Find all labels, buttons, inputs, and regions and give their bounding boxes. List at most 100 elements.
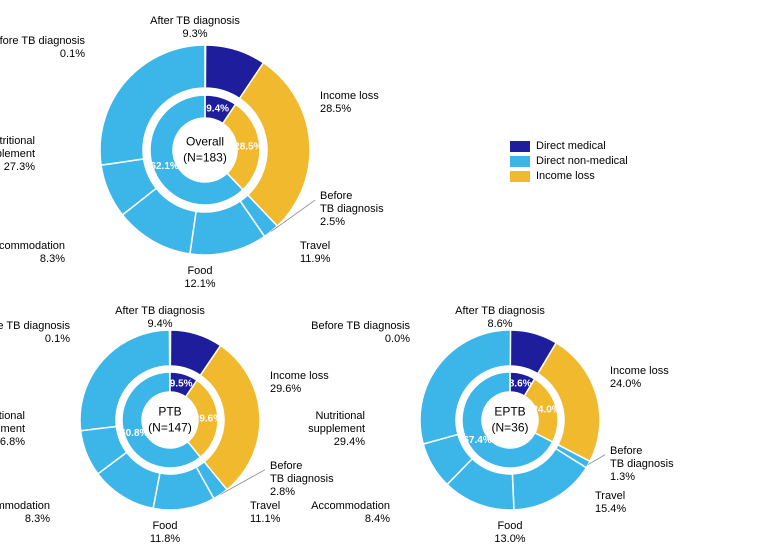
label-line: Before xyxy=(610,445,674,458)
label-pct: 24.0% xyxy=(610,378,669,391)
outer-label-ptb-1: After TB diagnosis9.4% xyxy=(115,305,205,331)
label-pct: 13.0% xyxy=(494,533,525,546)
legend-swatch xyxy=(510,141,530,152)
inner-pct-label: 9.5% xyxy=(170,379,193,390)
outer-label-overall-0: Before TB diagnosis0.1% xyxy=(0,35,85,61)
label-pct: 8.3% xyxy=(0,253,65,266)
legend-label: Direct non-medical xyxy=(536,155,628,167)
label-pct: 11.1% xyxy=(250,513,280,526)
label-pct: 15.4% xyxy=(595,503,626,516)
outer-label-ptb-0: Before TB diagnosis0.1% xyxy=(0,320,70,346)
inner-pct-label: 8.6% xyxy=(509,378,532,389)
label-line: Nutritional xyxy=(0,410,25,423)
label-line: Accommodation xyxy=(0,240,65,253)
inner-pct-label: 67.4% xyxy=(463,435,491,446)
outer-label-eptb-0: Before TB diagnosis0.0% xyxy=(311,320,410,346)
outer-label-ptb-2: Income loss29.6% xyxy=(270,370,329,396)
legend-swatch xyxy=(510,156,530,167)
label-pct: 12.1% xyxy=(184,278,215,291)
label-pct: 11.9% xyxy=(300,253,330,266)
outer-label-eptb-5: Food13.0% xyxy=(494,520,525,546)
label-pct: 11.8% xyxy=(150,533,180,546)
outer-label-eptb-7: Nutritionalsupplement29.4% xyxy=(308,410,365,450)
legend-swatch xyxy=(510,171,530,182)
inner-pct-label: 62.1% xyxy=(150,161,178,172)
legend: Direct medical Direct non-medical Income l… xyxy=(510,140,628,185)
outer-label-ptb-6: Accommodation8.3% xyxy=(0,500,50,526)
center-title: PTB xyxy=(148,404,192,420)
label-line: Income loss xyxy=(320,90,379,103)
label-line: TB diagnosis xyxy=(320,203,384,216)
label-line: Before TB diagnosis xyxy=(311,320,410,333)
label-line: Travel xyxy=(595,490,626,503)
label-pct: 0.1% xyxy=(0,333,70,346)
center-sub: (N=36) xyxy=(491,420,528,436)
label-pct: 8.3% xyxy=(0,513,50,526)
center-label-eptb: EPTB(N=36) xyxy=(491,404,528,435)
outer-label-eptb-4: Travel15.4% xyxy=(595,490,626,516)
inner-pct-label: 24.0% xyxy=(532,405,560,416)
label-line: Travel xyxy=(250,500,280,513)
label-pct: 2.5% xyxy=(320,216,384,229)
label-line: supplement xyxy=(308,423,365,436)
inner-pct-label: 9.4% xyxy=(206,103,229,114)
legend-item-0: Direct medical xyxy=(510,140,628,152)
label-line: Accommodation xyxy=(0,500,50,513)
label-pct: 29.6% xyxy=(270,383,329,396)
label-pct: 0.0% xyxy=(311,333,410,346)
center-title: Overall xyxy=(183,134,227,150)
outer-label-eptb-6: Accommodation8.4% xyxy=(311,500,390,526)
label-line: TB diagnosis xyxy=(610,458,674,471)
center-title: EPTB xyxy=(491,404,528,420)
outer-label-overall-3: BeforeTB diagnosis2.5% xyxy=(320,190,384,230)
legend-label: Income loss xyxy=(536,170,595,182)
donut-chart-overall: 9.4% 28.5% 62.1% Overall(N=183) xyxy=(95,40,315,260)
outer-label-overall-7: Nutritionalsupplement27.3% xyxy=(0,135,35,175)
label-line: After TB diagnosis xyxy=(115,305,205,318)
label-line: TB diagnosis xyxy=(270,473,334,486)
outer-label-ptb-5: Food11.8% xyxy=(150,520,180,546)
center-sub: (N=183) xyxy=(183,150,227,166)
label-line: Before TB diagnosis xyxy=(0,320,70,333)
legend-item-2: Income loss xyxy=(510,170,628,182)
inner-pct-label: 29.6% xyxy=(194,413,222,424)
label-pct: 29.4% xyxy=(308,436,365,449)
label-line: supplement xyxy=(0,148,35,161)
label-pct: 27.3% xyxy=(0,161,35,174)
label-line: Nutritional xyxy=(308,410,365,423)
label-pct: 9.4% xyxy=(115,318,205,331)
label-line: Food xyxy=(150,520,180,533)
inner-pct-label: 28.5% xyxy=(234,141,262,152)
label-line: After TB diagnosis xyxy=(455,305,545,318)
label-line: Before TB diagnosis xyxy=(0,35,85,48)
label-line: Travel xyxy=(300,240,330,253)
outer-label-overall-6: Accommodation8.3% xyxy=(0,240,65,266)
outer-label-ptb-3: BeforeTB diagnosis2.8% xyxy=(270,460,334,500)
outer-label-ptb-7: Nutritionalsupplement26.8% xyxy=(0,410,25,450)
label-line: supplement xyxy=(0,423,25,436)
label-pct: 9.3% xyxy=(150,28,240,41)
label-line: Accommodation xyxy=(311,500,390,513)
label-line: After TB diagnosis xyxy=(150,15,240,28)
outer-label-eptb-3: BeforeTB diagnosis1.3% xyxy=(610,445,674,485)
label-line: Income loss xyxy=(610,365,669,378)
label-line: Food xyxy=(494,520,525,533)
outer-label-eptb-2: Income loss24.0% xyxy=(610,365,669,391)
center-label-overall: Overall(N=183) xyxy=(183,134,227,165)
center-label-ptb: PTB(N=147) xyxy=(148,404,192,435)
label-line: Before xyxy=(270,460,334,473)
label-pct: 0.1% xyxy=(0,48,85,61)
legend-item-1: Direct non-medical xyxy=(510,155,628,167)
label-pct: 2.8% xyxy=(270,486,334,499)
label-line: Before xyxy=(320,190,384,203)
outer-label-ptb-4: Travel11.1% xyxy=(250,500,280,526)
donut-chart-ptb: 9.5%29.6%60.8%PTB(N=147) xyxy=(75,325,265,515)
outer-label-overall-5: Food12.1% xyxy=(184,265,215,291)
outer-label-overall-2: Income loss28.5% xyxy=(320,90,379,116)
outer-label-overall-1: After TB diagnosis9.3% xyxy=(150,15,240,41)
label-pct: 8.4% xyxy=(311,513,390,526)
legend-label: Direct medical xyxy=(536,140,606,152)
outer-label-eptb-1: After TB diagnosis8.6% xyxy=(455,305,545,331)
label-line: Food xyxy=(184,265,215,278)
label-line: Nutritional xyxy=(0,135,35,148)
